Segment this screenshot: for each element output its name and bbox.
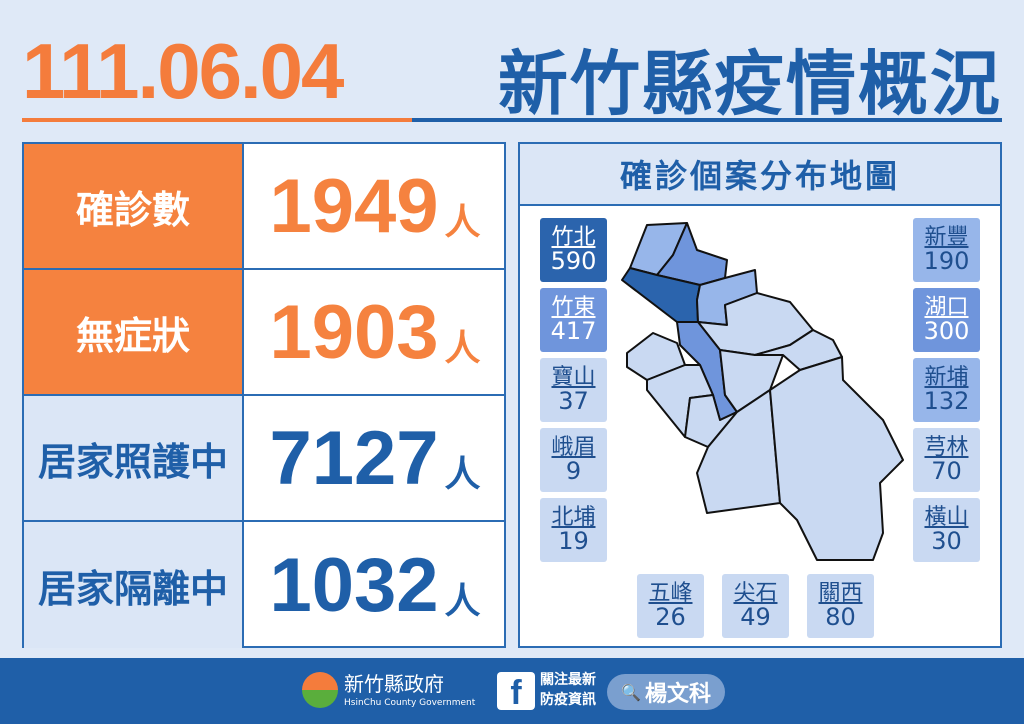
township-box: 尖石 49	[722, 574, 789, 638]
township-region	[769, 356, 904, 561]
stat-unit: 人	[444, 328, 481, 369]
stat-label: 居家隔離中	[24, 522, 244, 648]
township-name: 新豐	[924, 224, 969, 250]
footer: 新竹縣政府 HsinChu County Government f 關注最新防疫…	[0, 658, 1024, 724]
stat-value-cell: 1949 人	[246, 144, 504, 268]
header: 111.06.04 新竹縣疫情概況	[22, 22, 1002, 125]
township-count: 417	[550, 316, 597, 345]
township-name: 關西	[818, 580, 863, 606]
township-box: 峨眉 9	[540, 428, 607, 492]
stat-value-cell: 1032 人	[246, 522, 504, 648]
stat-unit: 人	[444, 454, 481, 495]
search-name: 楊文科	[644, 682, 711, 707]
stat-label: 無症狀	[24, 270, 244, 394]
township-name: 竹東	[551, 294, 596, 320]
township-count: 190	[923, 246, 970, 275]
township-name: 五峰	[648, 580, 693, 606]
stat-label: 居家照護中	[24, 396, 244, 520]
township-count: 70	[931, 456, 962, 485]
stat-unit: 人	[444, 202, 481, 243]
township-region	[754, 329, 843, 371]
stat-value-cell: 1903 人	[246, 270, 504, 394]
county-logo-icon	[302, 672, 338, 708]
township-box: 關西 80	[807, 574, 874, 638]
township-count: 590	[550, 246, 597, 275]
map-title: 確診個案分布地圖	[520, 144, 1000, 206]
township-count: 300	[923, 316, 970, 345]
stat-unit: 人	[444, 581, 481, 622]
township-box: 竹北 590	[540, 218, 607, 282]
township-name: 竹北	[551, 224, 596, 250]
stat-value: 1903	[269, 289, 439, 375]
search-button[interactable]: 🔍 楊文科	[607, 674, 725, 710]
stat-value: 1032	[269, 542, 439, 628]
township-count: 26	[655, 602, 686, 631]
township-box: 新埔 132	[913, 358, 980, 422]
township-name: 芎林	[924, 434, 969, 460]
gov-name-en: HsinChu County Government	[344, 698, 476, 708]
township-count: 37	[558, 386, 589, 415]
township-box: 橫山 30	[913, 498, 980, 562]
follow-text: 關注最新 防疫資訊	[540, 670, 596, 710]
township-count: 80	[825, 602, 856, 631]
stat-row: 居家照護中 7127 人	[24, 396, 504, 522]
gov-name: 新竹縣政府	[344, 672, 444, 696]
township-count: 9	[565, 456, 582, 485]
stat-row: 確診數 1949 人	[24, 144, 504, 270]
follow-line2: 防疫資訊	[540, 692, 596, 708]
divider	[22, 118, 412, 122]
township-box: 竹東 417	[540, 288, 607, 352]
township-name: 寶山	[551, 364, 596, 390]
township-name: 新埔	[924, 364, 969, 390]
facebook-icon[interactable]: f	[497, 672, 535, 712]
township-name: 橫山	[924, 504, 969, 530]
township-count: 49	[740, 602, 771, 631]
township-count: 19	[558, 526, 589, 555]
township-name: 峨眉	[551, 434, 596, 460]
stat-value: 7127	[269, 415, 439, 501]
township-box: 北埔 19	[540, 498, 607, 562]
township-name: 尖石	[733, 580, 778, 606]
township-box: 五峰 26	[637, 574, 704, 638]
township-name: 北埔	[551, 504, 596, 530]
divider	[412, 118, 1002, 122]
stat-label: 確診數	[24, 144, 244, 268]
township-box: 芎林 70	[913, 428, 980, 492]
report-date: 111.06.04	[22, 27, 344, 115]
township-box: 湖口 300	[913, 288, 980, 352]
stat-value-cell: 7127 人	[246, 396, 504, 520]
township-name: 湖口	[924, 294, 969, 320]
stats-table: 確診數 1949 人無症狀 1903 人居家照護中 7127 人居家隔離中 1032 人	[22, 142, 506, 648]
search-icon: 🔍	[621, 682, 641, 702]
page-title: 新竹縣疫情概況	[498, 43, 1002, 125]
township-box: 新豐 190	[913, 218, 980, 282]
township-box: 寶山 37	[540, 358, 607, 422]
township-count: 30	[931, 526, 962, 555]
follow-line1: 關注最新	[540, 672, 596, 688]
stat-row: 無症狀 1903 人	[24, 270, 504, 396]
stat-value: 1949	[269, 163, 439, 249]
township-count: 132	[923, 386, 970, 415]
stat-row: 居家隔離中 1032 人	[24, 522, 504, 648]
